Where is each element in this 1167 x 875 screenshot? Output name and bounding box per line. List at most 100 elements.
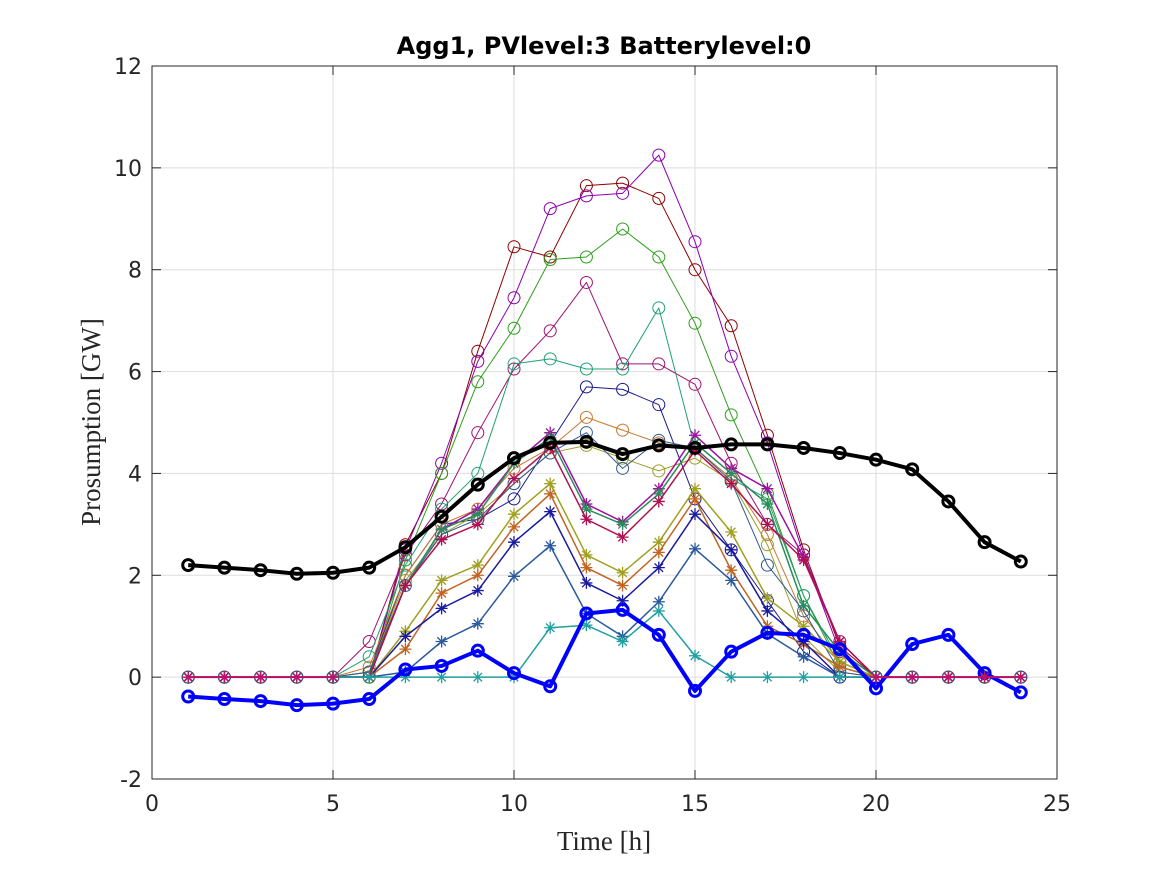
data-point (507, 357, 521, 371)
data-point (254, 671, 267, 684)
data-point (1013, 554, 1028, 569)
data-point (471, 375, 485, 389)
data-point (507, 666, 521, 681)
x-axis-label: Time [h] (557, 826, 651, 856)
data-point (326, 565, 340, 580)
data-point (652, 191, 666, 205)
y-axis-label: Prosumption [GW] (76, 318, 106, 526)
data-point (797, 650, 810, 663)
data-point (760, 538, 774, 552)
data-point (760, 625, 775, 640)
data-point (435, 523, 448, 536)
data-point (725, 574, 738, 587)
data-point (508, 508, 520, 521)
data-point (688, 263, 702, 277)
data-point (580, 503, 593, 516)
data-point (579, 362, 593, 376)
data-point (761, 671, 774, 684)
data-point (760, 558, 774, 572)
data-point (326, 696, 340, 711)
data-point (688, 377, 702, 391)
data-point (616, 423, 630, 437)
data-point (616, 594, 629, 607)
plot-frame (151, 65, 1058, 780)
data-point (689, 482, 701, 495)
data-point (761, 592, 774, 605)
data-point (507, 492, 521, 506)
data-point (362, 692, 377, 707)
y-tick-label: 6 (128, 361, 142, 386)
data-point (544, 487, 557, 500)
data-point (689, 649, 701, 662)
data-point (435, 574, 448, 587)
data-point (616, 186, 630, 200)
series-layer (181, 148, 1028, 713)
data-point (579, 426, 593, 440)
data-point (797, 671, 810, 684)
data-point (579, 179, 593, 193)
data-point (579, 380, 593, 394)
data-point (435, 466, 449, 480)
data-point (471, 671, 484, 684)
data-point (688, 683, 702, 698)
y-tick-label: 2 (128, 564, 142, 589)
x-tick-label: 20 (862, 792, 890, 817)
data-point (399, 630, 412, 643)
data-point (363, 671, 376, 684)
data-point (616, 531, 629, 544)
data-point (435, 602, 448, 615)
data-point (435, 671, 448, 684)
series-17 (181, 434, 1028, 581)
x-tick-label: 5 (326, 792, 340, 817)
data-point (725, 543, 738, 556)
data-point (579, 189, 593, 203)
data-point (616, 382, 630, 396)
data-point (543, 253, 557, 267)
data-point (470, 643, 485, 658)
data-point (435, 456, 449, 470)
data-point (580, 619, 593, 632)
data-point (507, 291, 521, 305)
data-point (906, 671, 919, 684)
data-point (579, 250, 593, 264)
data-point (651, 438, 666, 453)
data-point (471, 426, 485, 440)
data-point (978, 671, 991, 684)
data-point (327, 671, 339, 684)
data-point (471, 518, 484, 531)
data-point (398, 558, 412, 572)
data-point (761, 604, 774, 617)
data-point (508, 520, 520, 533)
x-tick-label: 10 (500, 792, 528, 817)
plot-background (152, 66, 1057, 779)
data-point (471, 584, 484, 597)
data-point (544, 477, 557, 490)
data-point (471, 559, 484, 572)
data-point (182, 671, 195, 684)
data-point (579, 410, 593, 424)
data-point (434, 509, 449, 524)
data-point (507, 240, 521, 254)
data-point (507, 321, 521, 335)
y-tick-label: 8 (128, 259, 142, 284)
data-point (471, 508, 484, 521)
data-point (796, 627, 811, 642)
data-point (652, 604, 665, 617)
data-point (290, 671, 303, 684)
data-point (652, 536, 665, 549)
data-point (1013, 685, 1028, 700)
data-point (543, 250, 557, 264)
data-point (579, 606, 594, 621)
data-point (253, 563, 268, 578)
data-point (652, 250, 666, 264)
data-point (725, 467, 738, 480)
data-point (435, 587, 448, 600)
data-point (724, 319, 738, 333)
data-point (508, 570, 520, 583)
data-point (543, 435, 558, 450)
data-point (905, 462, 920, 477)
data-point (435, 635, 448, 648)
data-point (543, 352, 557, 366)
data-point (941, 494, 956, 509)
data-point (942, 671, 955, 684)
